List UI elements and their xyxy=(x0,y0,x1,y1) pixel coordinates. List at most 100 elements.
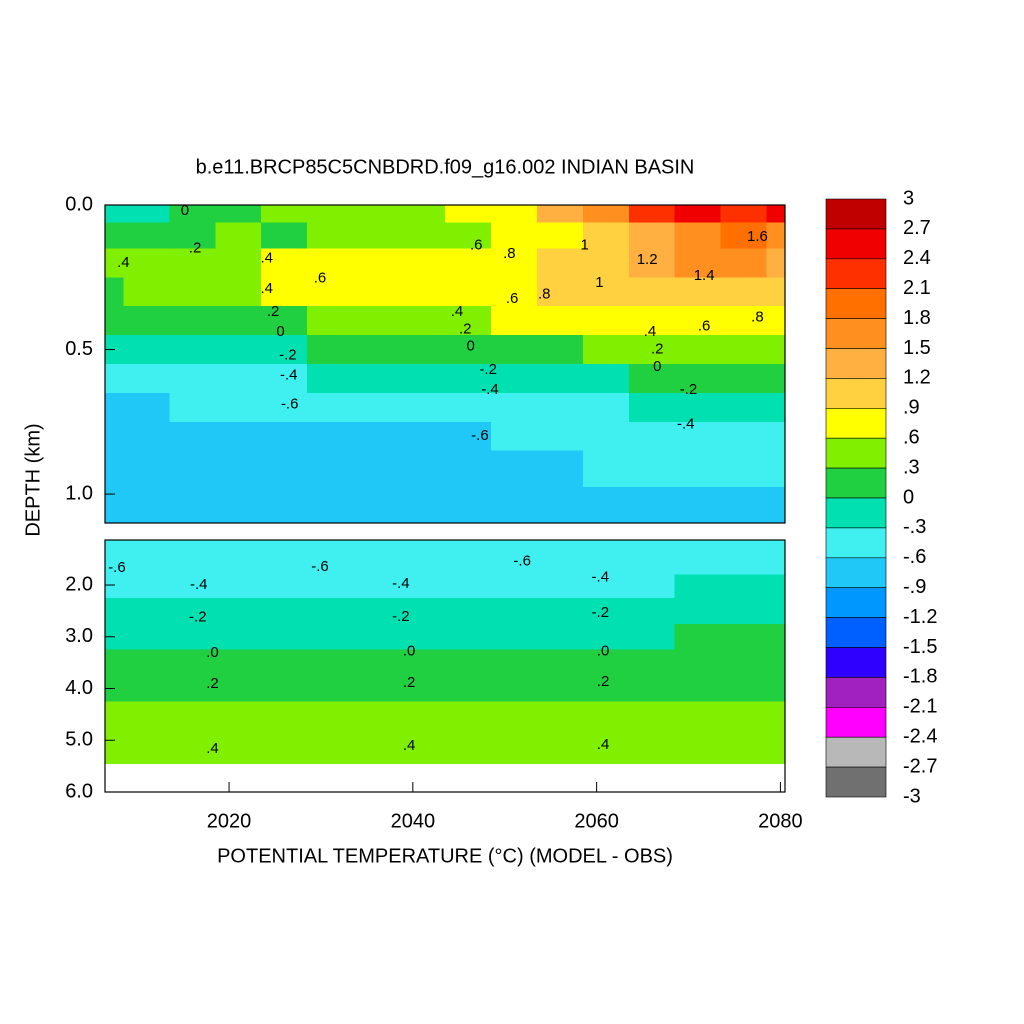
contour-cell xyxy=(445,727,676,749)
contour-cell xyxy=(766,450,786,488)
contour-label: .6 xyxy=(470,236,483,253)
contour-cell xyxy=(169,222,216,249)
contour-cell xyxy=(536,306,584,336)
contour-cell xyxy=(674,540,786,555)
contour-cell xyxy=(169,486,216,524)
contour-cell xyxy=(490,364,538,394)
contour-cell xyxy=(490,450,538,488)
contour-cell xyxy=(674,649,786,677)
contour-cell xyxy=(215,675,446,703)
contour-cell xyxy=(536,486,584,524)
contour-cell xyxy=(261,421,308,452)
contour-cell xyxy=(536,248,584,278)
contour-label: -.6 xyxy=(471,427,489,444)
contour-cell xyxy=(169,392,216,423)
contour-label: .4 xyxy=(117,254,130,271)
colorbar-label: -2.7 xyxy=(903,755,937,777)
contour-cell xyxy=(674,553,786,576)
contour-cell xyxy=(215,727,446,749)
x-tick-label: 2040 xyxy=(391,810,436,832)
contour-cell xyxy=(628,222,676,249)
contour-label: .6 xyxy=(698,317,711,334)
contour-cell xyxy=(445,597,676,625)
contour-label: .2 xyxy=(459,320,472,337)
contour-cell xyxy=(490,486,538,524)
contour-cell xyxy=(674,392,722,423)
contour-cell xyxy=(720,335,768,365)
colorbar-segment xyxy=(825,677,887,708)
contour-label: -.2 xyxy=(592,604,610,621)
plot-frame xyxy=(104,204,786,524)
contour-label: -.4 xyxy=(190,576,208,593)
contour-cell xyxy=(215,623,446,651)
contour-label: 1.2 xyxy=(637,251,658,268)
contour-cell xyxy=(105,392,124,423)
colorbar-label: .9 xyxy=(903,397,920,419)
contour-cell xyxy=(490,248,538,278)
contour-cell xyxy=(123,421,170,452)
contour-cell xyxy=(215,486,262,524)
contour-cell xyxy=(582,248,630,278)
contour-label: .4 xyxy=(644,323,657,340)
colorbar-segment xyxy=(825,407,887,439)
contour-cell xyxy=(766,421,786,452)
contour-label: .2 xyxy=(403,674,416,691)
contour-cell xyxy=(674,574,786,599)
contour-cell xyxy=(215,222,262,249)
colorbar-label: 1.2 xyxy=(903,367,931,389)
contour-cell xyxy=(105,727,216,749)
contour-cell xyxy=(105,306,124,336)
contour-cell xyxy=(720,222,768,249)
contour-cell xyxy=(445,248,492,278)
colorbar-segment xyxy=(825,318,887,349)
contour-label: .4 xyxy=(260,249,273,266)
contour-cell xyxy=(215,649,446,677)
contour-cell xyxy=(674,727,786,749)
contour-cell xyxy=(353,421,400,452)
contour-cell xyxy=(261,277,308,307)
contour-cell xyxy=(445,701,676,728)
contour-label: .2 xyxy=(189,239,202,256)
contour-cell xyxy=(261,306,308,336)
contour-label: -.2 xyxy=(680,381,698,398)
contour-cell xyxy=(105,450,124,488)
contour-cell xyxy=(353,392,400,423)
contour-cell xyxy=(445,574,676,599)
contour-cell xyxy=(720,248,768,278)
contour-cell xyxy=(445,675,676,703)
contour-label: .4 xyxy=(451,303,464,320)
contour-cell xyxy=(399,486,446,524)
contour-cell xyxy=(720,364,768,394)
contour-cell xyxy=(536,364,584,394)
contour-label: -.2 xyxy=(189,609,207,626)
contour-cell xyxy=(445,392,492,423)
contour-cell xyxy=(674,421,722,452)
contour-label: -.6 xyxy=(108,559,126,576)
contour-label: -.4 xyxy=(481,381,499,398)
contour-cell xyxy=(105,205,124,223)
contour-cell xyxy=(169,364,216,394)
contour-cell xyxy=(307,450,354,488)
contour-cell xyxy=(105,649,216,677)
contour-cell xyxy=(720,306,768,336)
contour-cell xyxy=(445,364,492,394)
contour-cell xyxy=(674,222,722,249)
colorbar-segment xyxy=(825,617,887,648)
contour-cell xyxy=(445,222,492,249)
y-tick-label: 0.0 xyxy=(65,193,93,215)
contour-label: .6 xyxy=(314,270,327,287)
contour-label: 0 xyxy=(653,358,661,375)
y-tick-label: 0.5 xyxy=(65,338,93,360)
contour-cell xyxy=(766,222,786,249)
contour-cell xyxy=(215,540,446,555)
contour-cell xyxy=(674,364,722,394)
colorbar-segment xyxy=(825,497,887,529)
contour-cell xyxy=(105,540,216,555)
contour-cell xyxy=(766,277,786,307)
colorbar-label: 1.8 xyxy=(903,307,931,329)
contour-label: 0 xyxy=(467,338,475,355)
contour-cell xyxy=(628,205,676,223)
contour-cell xyxy=(720,486,768,524)
contour-cell xyxy=(353,205,400,223)
x-tick-label: 2080 xyxy=(758,810,803,832)
